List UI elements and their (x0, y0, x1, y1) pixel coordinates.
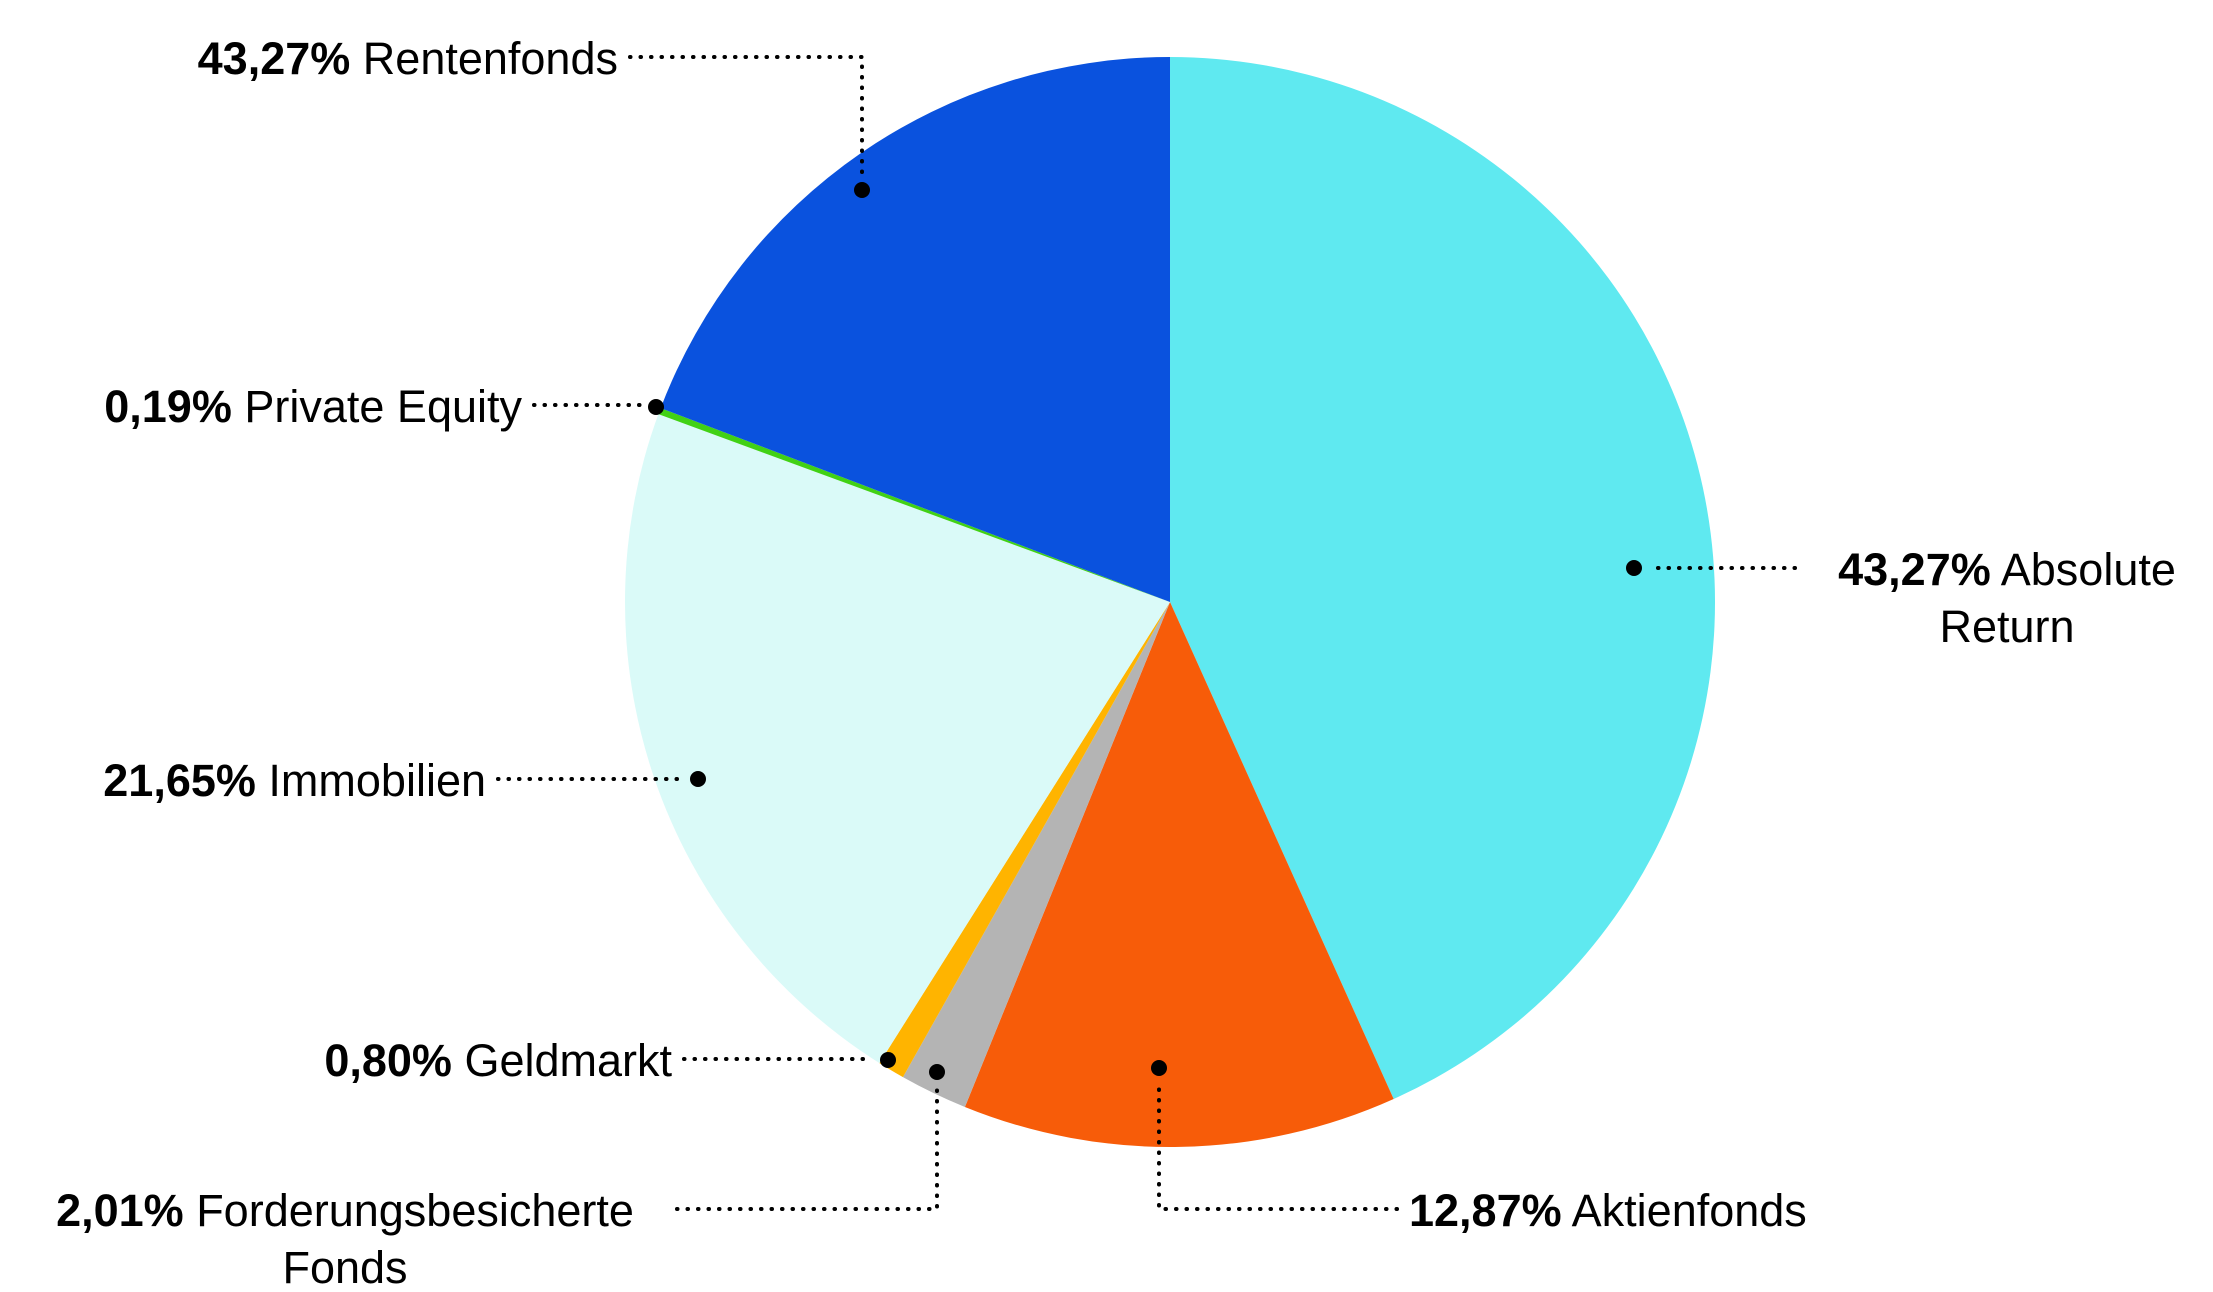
pie-slice-geldmarkt (879, 602, 1170, 1078)
label-rentenfonds: 43,27% Rentenfonds (198, 30, 618, 87)
callout-dot-private-equity (648, 399, 664, 415)
label-rentenfonds-value: 43,27% (197, 33, 351, 84)
label-aktienfonds-value: 12,87% (1409, 1185, 1562, 1236)
label-geldmarkt: 0,80% Geldmarkt (324, 1032, 672, 1089)
label-private-equity: 0,19% Private Equity (104, 378, 522, 435)
callout-dot-geldmarkt (880, 1052, 896, 1068)
pie-slices (625, 57, 1716, 1148)
label-private-equity-name: Private Equity (244, 381, 522, 432)
callout-dot-aktienfonds (1151, 1060, 1167, 1076)
label-aktienfonds: 12,87% Aktienfonds (1409, 1182, 1807, 1239)
pie-slice-rentenfonds (660, 57, 1170, 602)
label-forderungsbesicherte-fonds-name: Forderungsbesicherte Fonds (196, 1185, 634, 1292)
label-absolute-return-name: Absolute Return (1939, 544, 2176, 652)
label-immobilien: 21,65% Immobilien (103, 752, 486, 809)
label-immobilien-value: 21,65% (103, 755, 256, 806)
pie-slice-forderungsbesicherte-fonds (902, 602, 1170, 1107)
callout-dot-rentenfonds (854, 182, 870, 198)
label-aktienfonds-name: Aktienfonds (1571, 1185, 1807, 1236)
pie-slice-aktienfonds (964, 602, 1394, 1148)
pie-slice-absolute-return (1170, 57, 1716, 1099)
callout-dot-absolute-return (1626, 560, 1642, 576)
label-private-equity-value: 0,19% (104, 381, 232, 432)
leader-rentenfonds (628, 55, 864, 176)
label-absolute-return-value: 43,27% (1838, 544, 1991, 595)
pie-slice-immobilien (625, 414, 1170, 1064)
label-rentenfonds-name: Rentenfonds (362, 33, 618, 84)
leader-forderungsbesicherte-fonds (675, 1088, 939, 1211)
callout-dot-forderungsbesicherte-fonds (929, 1064, 945, 1080)
label-geldmarkt-name: Geldmarkt (464, 1035, 672, 1086)
pie-slice-private-equity (658, 408, 1170, 602)
label-geldmarkt-value: 0,80% (324, 1035, 452, 1086)
label-forderungsbesicherte-fonds-value: 2,01% (56, 1185, 184, 1236)
label-immobilien-name: Immobilien (268, 755, 486, 806)
label-absolute-return: 43,27% Absolute Return (1807, 541, 2207, 655)
label-forderungsbesicherte-fonds: 2,01% Forderungsbesicherte Fonds (25, 1182, 665, 1292)
callout-dot-immobilien (690, 771, 706, 787)
